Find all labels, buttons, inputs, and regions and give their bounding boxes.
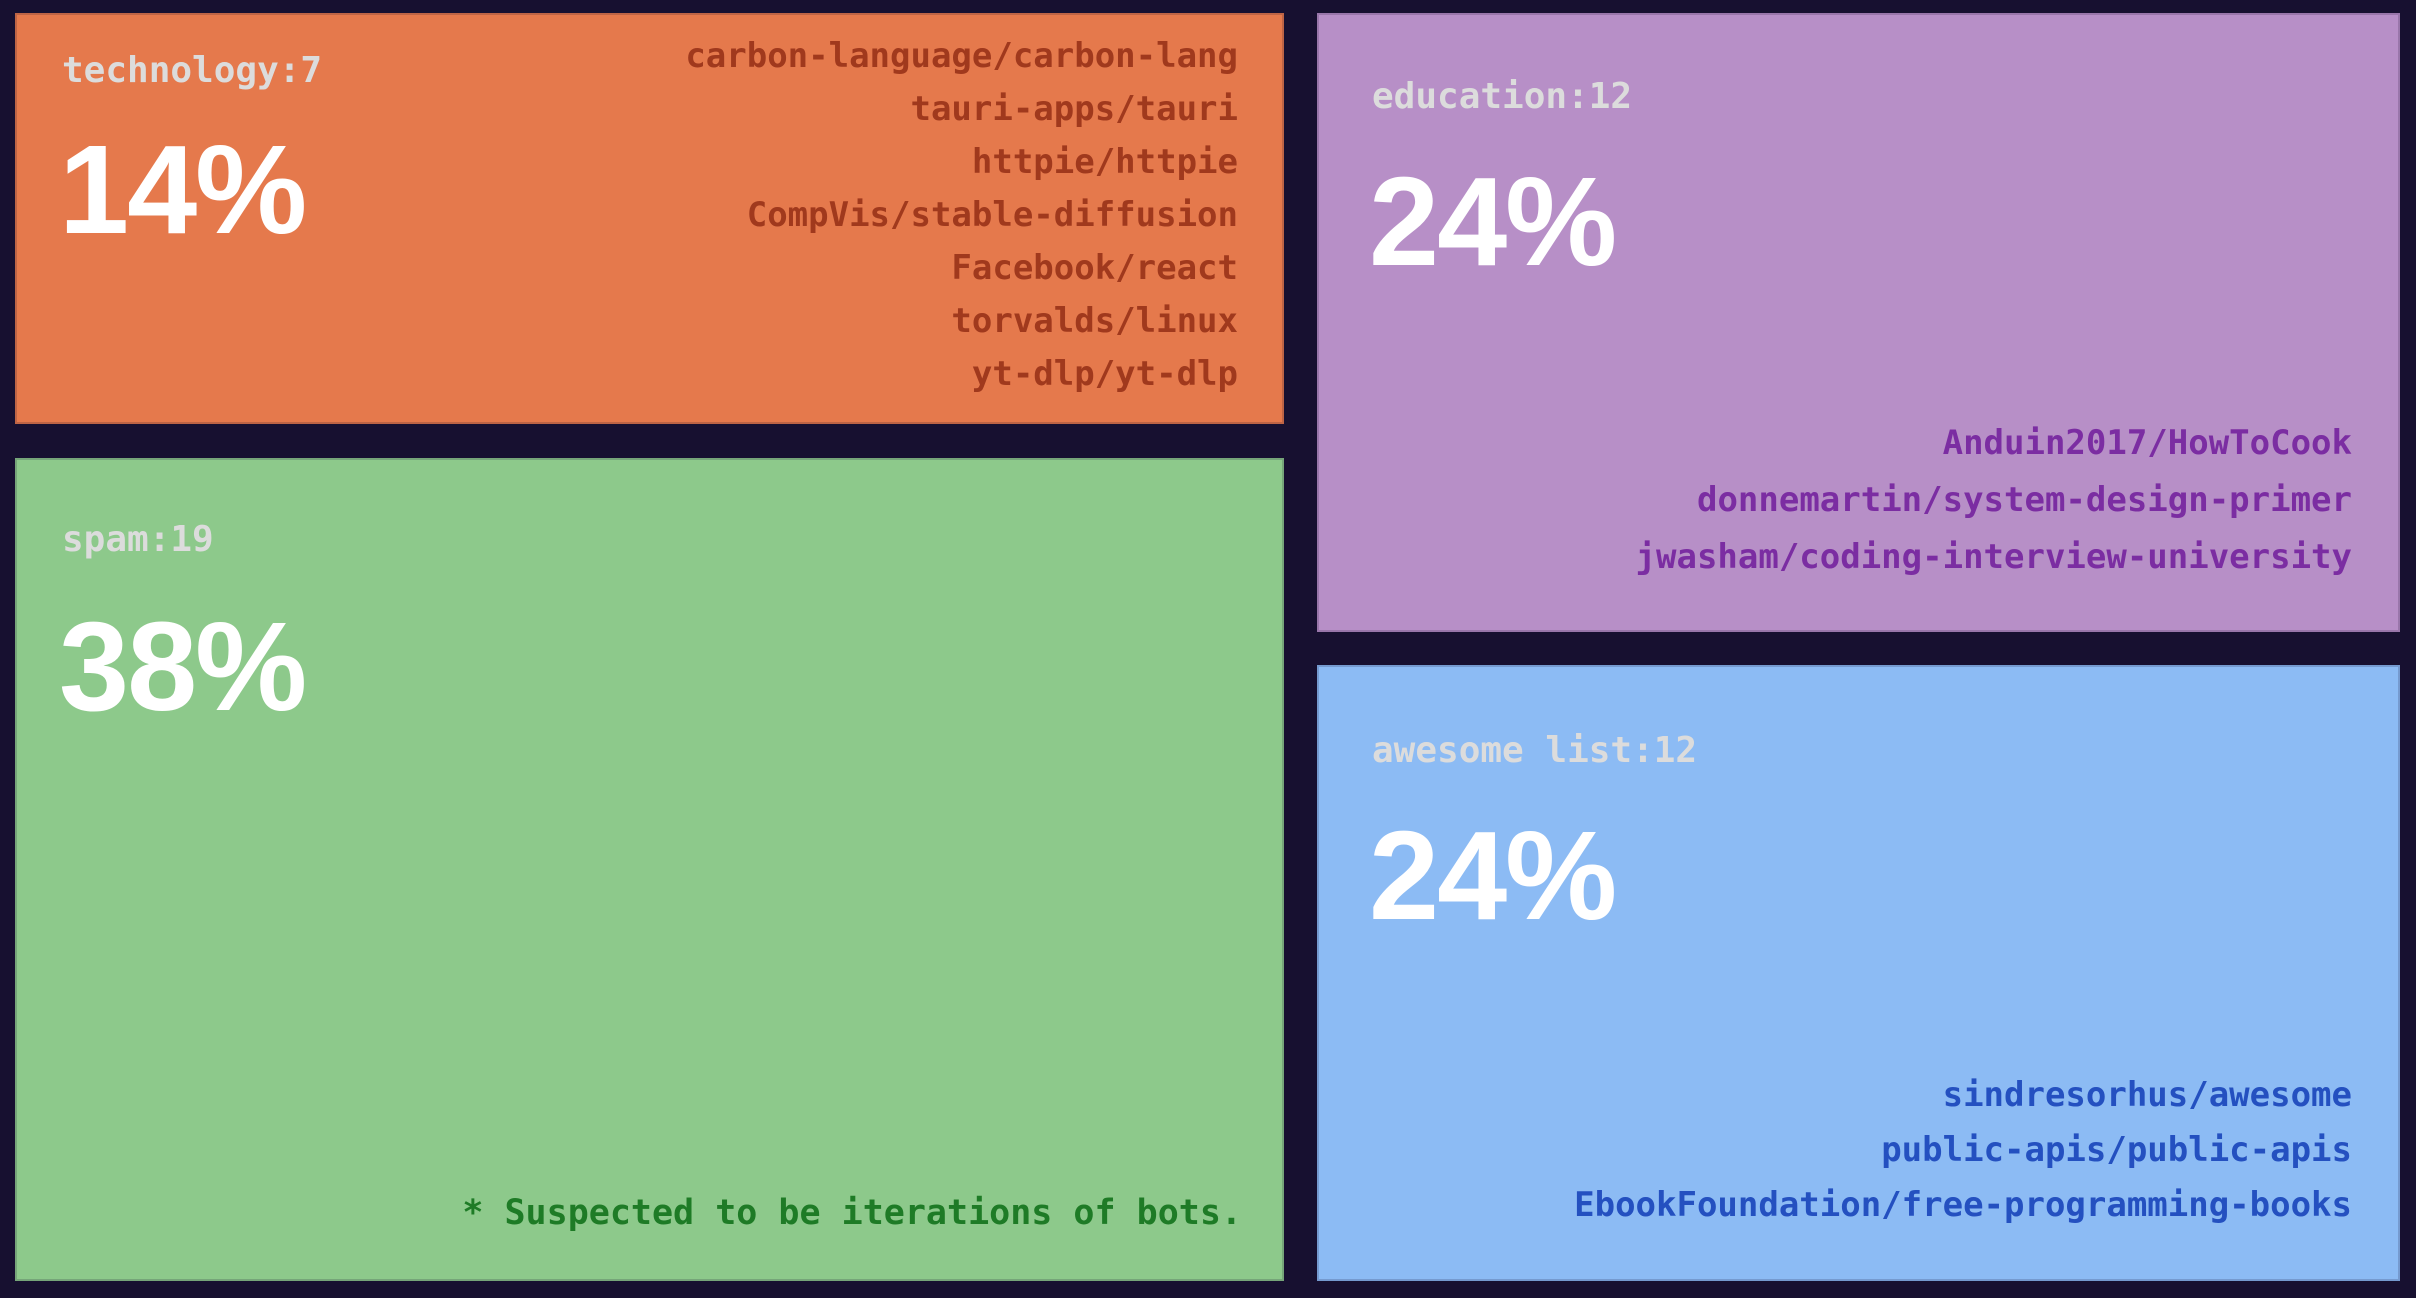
repo-item: jwasham/coding-interview-university xyxy=(1635,537,2352,577)
treemap-cell-technology: technology:7 14% carbon-language/carbon-… xyxy=(15,13,1284,424)
cell-percent-spam: 38% xyxy=(59,596,307,737)
repo-item: donnemartin/system-design-primer xyxy=(1696,480,2352,520)
cell-percent-education: 24% xyxy=(1369,151,1617,292)
repo-item: carbon-language/carbon-lang xyxy=(685,36,1238,76)
cell-percent-technology: 14% xyxy=(59,119,307,260)
repo-item: CompVis/stable-diffusion xyxy=(746,195,1238,235)
repo-item: sindresorhus/awesome xyxy=(1942,1075,2352,1115)
cell-percent-awesome-list: 24% xyxy=(1369,805,1617,946)
repo-item: public-apis/public-apis xyxy=(1881,1130,2352,1170)
repo-item: yt-dlp/yt-dlp xyxy=(971,354,1238,394)
repo-item: tauri-apps/tauri xyxy=(910,89,1238,129)
treemap-cell-awesome-list: awesome list:12 24% sindresorhus/awesome… xyxy=(1317,665,2400,1281)
treemap-cell-education: education:12 24% Anduin2017/HowToCook don… xyxy=(1317,13,2400,632)
treemap-cell-spam: spam:19 38% * Suspected to be iterations… xyxy=(15,458,1284,1281)
repo-item: torvalds/linux xyxy=(951,301,1238,341)
cell-label-technology: technology:7 xyxy=(62,50,323,91)
repo-list-education: Anduin2017/HowToCook donnemartin/system-d… xyxy=(1636,415,2352,586)
repo-list-awesome-list: sindresorhus/awesome public-apis/public-a… xyxy=(1574,1068,2352,1233)
repo-item: EbookFoundation/free-programming-books xyxy=(1574,1185,2352,1225)
cell-label-spam: spam:19 xyxy=(62,519,214,560)
cell-label-education: education:12 xyxy=(1372,76,1633,117)
repo-item: httpie/httpie xyxy=(971,142,1238,182)
cell-label-awesome-list: awesome list:12 xyxy=(1372,730,1698,771)
spam-bots-note: * Suspected to be iterations of bots. xyxy=(462,1193,1242,1233)
repo-item: Facebook/react xyxy=(951,248,1238,288)
repo-list-technology: carbon-language/carbon-lang tauri-apps/ta… xyxy=(685,30,1238,401)
repo-item: Anduin2017/HowToCook xyxy=(1942,423,2352,463)
